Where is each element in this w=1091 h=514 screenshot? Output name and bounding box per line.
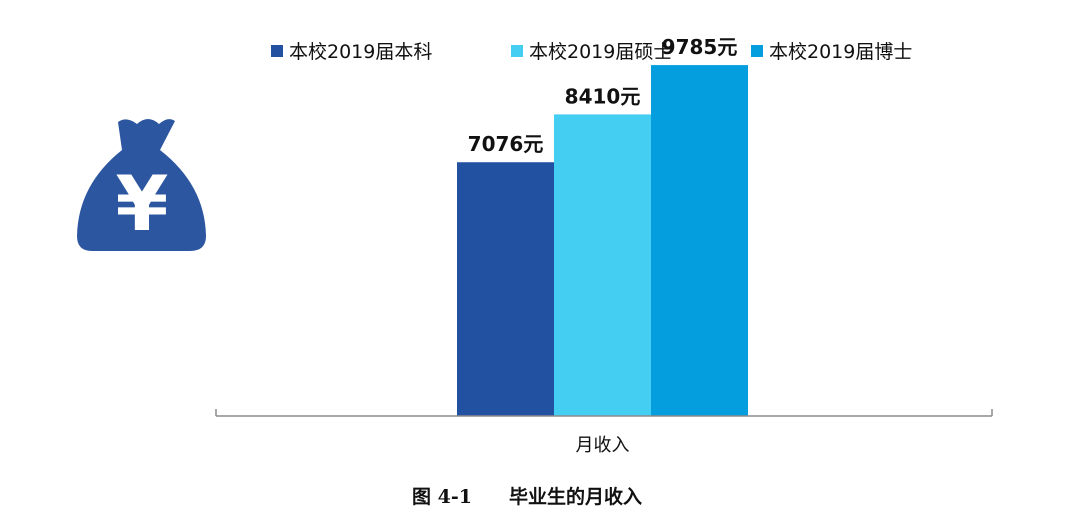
bar-data-label: 8410元 [565, 84, 641, 108]
legend-label: 本校2019届本科 [289, 41, 432, 63]
legend-label: 本校2019届博士 [769, 41, 912, 63]
x-tick-labels: 月收入 [576, 435, 630, 456]
yen-glyph: ¥ [116, 159, 169, 248]
figure-number: 图 4-1 [412, 486, 472, 508]
money-bag-yuan-icon: ¥ [77, 119, 206, 251]
figure-title: 毕业生的月收入 [509, 485, 642, 508]
legend-swatch [511, 45, 523, 57]
legend: 本校2019届本科 本校2019届硕士 本校2019届博士 [271, 41, 912, 63]
bar-2 [554, 114, 651, 417]
bars: 7076元 8410元 9785元 [457, 35, 748, 417]
bar-data-label: 9785元 [662, 35, 738, 59]
legend-swatch [751, 45, 763, 57]
bar-1 [457, 162, 554, 416]
x-axis: 月收入 [215, 409, 993, 456]
legend-label: 本校2019届硕士 [529, 41, 672, 63]
x-tick-label: 月收入 [576, 435, 630, 456]
bar-3 [651, 65, 748, 416]
legend-swatch [271, 45, 283, 57]
bar-data-label: 7076元 [468, 132, 544, 156]
